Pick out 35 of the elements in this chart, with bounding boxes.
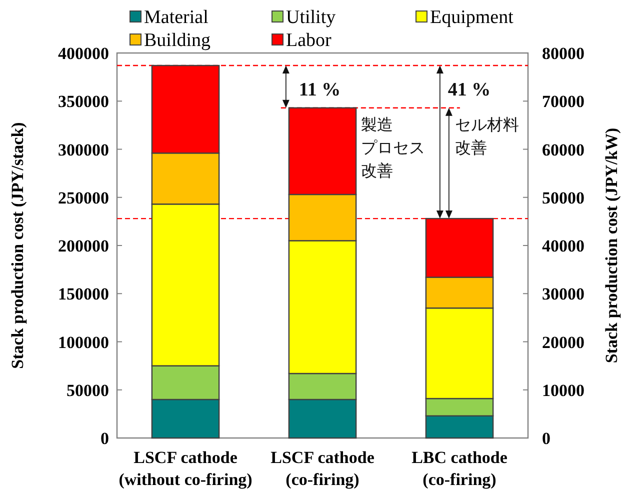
- y-tick-label: 300000: [58, 140, 109, 160]
- y2-tick-label: 50000: [542, 188, 584, 208]
- y-tick-label: 150000: [58, 284, 109, 304]
- y2-tick-label: 10000: [542, 380, 584, 400]
- y2-tick-label: 20000: [542, 332, 584, 352]
- legend-label: Material: [144, 7, 208, 28]
- y-tick-label: 350000: [58, 92, 109, 112]
- x-tick-label: LSCF cathode (without co-firing): [118, 448, 252, 489]
- annotation: 11 %: [298, 80, 341, 101]
- y-tick-label: 200000: [58, 236, 109, 256]
- annotation: 改善: [361, 160, 394, 180]
- y2-tick-label: 0: [542, 429, 550, 448]
- y-tick-label: 400000: [58, 44, 109, 63]
- annotation: 41 %: [448, 80, 491, 101]
- y-tick-label: 250000: [58, 188, 109, 208]
- y2-tick-label: 70000: [542, 92, 584, 112]
- annotation: 製造: [361, 114, 394, 134]
- y-tick-label: 100000: [58, 332, 109, 352]
- x-tick-label: LSCF cathode (co-firing): [270, 448, 375, 489]
- y2-tick-label: 30000: [542, 284, 584, 304]
- annotation: 改善: [454, 138, 487, 157]
- y2-axis-title: Stack production cost (JPY/kW): [602, 128, 621, 364]
- y-tick-label: 50000: [66, 380, 109, 400]
- legend-label: Labor: [286, 30, 332, 51]
- y-axis-title: Stack production cost (JPY/stack): [8, 122, 27, 369]
- y2-tick-label: 60000: [542, 140, 584, 160]
- annotation: プロセス: [361, 138, 426, 157]
- y2-tick-label: 80000: [542, 44, 584, 63]
- legend-label: Building: [144, 30, 212, 51]
- legend-label: Utility: [286, 7, 336, 28]
- y-tick-label: 0: [100, 429, 109, 448]
- annotation: セル材料: [454, 114, 519, 134]
- legend-label: Equipment: [430, 7, 514, 28]
- y2-tick-label: 40000: [542, 236, 584, 256]
- x-tick-label: LBC cathode (co-firing): [412, 448, 508, 489]
